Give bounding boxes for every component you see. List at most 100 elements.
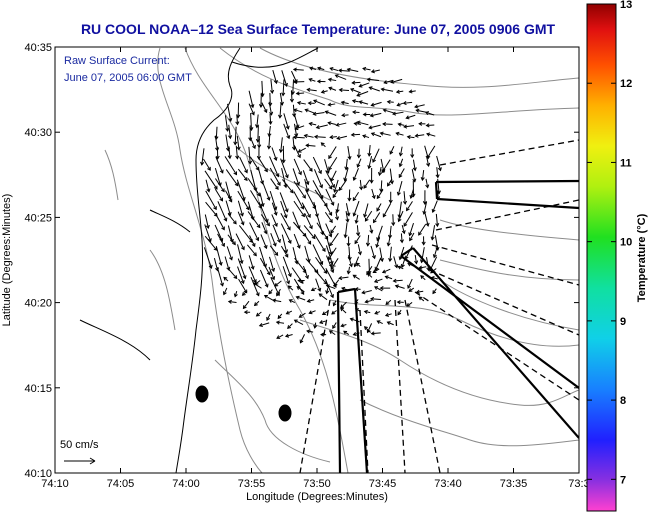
current-vector-head [346, 242, 351, 247]
current-vector [296, 286, 305, 293]
current-vector-head [284, 249, 289, 254]
current-vector [276, 288, 281, 296]
current-vector-head [395, 89, 400, 94]
current-vector-head [296, 286, 301, 290]
current-vector [293, 145, 301, 158]
current-vector-head [255, 292, 260, 297]
current-vector-head [243, 177, 248, 182]
current-vector [292, 79, 295, 95]
current-vector [352, 111, 360, 114]
current-vector-head [409, 194, 414, 200]
current-vector [237, 168, 248, 181]
current-vector-head [376, 195, 381, 200]
current-vector [382, 123, 393, 125]
current-vector-head [363, 213, 368, 218]
current-vector [215, 126, 218, 140]
current-vector-head [232, 220, 237, 225]
current-vector-head [331, 184, 335, 189]
current-vector [362, 135, 370, 139]
current-vector [425, 111, 435, 116]
current-vector-head [330, 177, 335, 182]
current-vector [389, 146, 395, 155]
current-vector [371, 132, 382, 138]
current-vector-head [285, 125, 290, 130]
current-vector-head [362, 66, 367, 71]
current-vector-head [327, 102, 332, 107]
current-vector [313, 99, 325, 106]
current-vector-head [327, 121, 332, 126]
current-vector [286, 310, 293, 315]
current-vector-head [215, 155, 220, 160]
current-vector [280, 137, 283, 153]
current-vector [354, 256, 360, 267]
current-vector [259, 192, 264, 207]
current-vector-head [400, 263, 405, 269]
current-vector [288, 285, 294, 291]
current-vector [352, 100, 359, 103]
current-vector [393, 256, 398, 268]
current-vector [369, 224, 373, 233]
current-vector [338, 179, 347, 191]
current-vector [303, 225, 316, 239]
current-vector-head [344, 166, 349, 171]
current-vector [369, 86, 380, 92]
current-vector-head [273, 222, 278, 228]
current-vector-head [277, 238, 281, 244]
current-vector [384, 79, 394, 84]
current-vector-head [371, 195, 376, 200]
current-vector [261, 102, 268, 113]
current-vector [227, 234, 236, 245]
current-vector-head [397, 122, 402, 127]
current-vector [409, 222, 414, 236]
current-vector-head [354, 287, 359, 292]
current-vector-head [235, 155, 240, 160]
current-vector [365, 299, 373, 303]
current-vector-head [206, 188, 211, 193]
current-vector-head [247, 160, 253, 165]
x-tick-label: 73:40 [434, 478, 462, 490]
current-vector [336, 203, 339, 213]
current-vector-head [234, 182, 239, 187]
current-vector-head [306, 329, 311, 334]
current-vector-head [283, 214, 288, 219]
current-vector-head [315, 125, 320, 130]
current-vector [387, 178, 393, 187]
current-vector-head [299, 339, 304, 344]
current-vector-head [233, 141, 238, 146]
scale-arrow [64, 457, 96, 465]
current-vector-head [328, 263, 334, 268]
current-vector-head [317, 66, 322, 71]
current-vector-head [308, 310, 313, 315]
current-vector [337, 135, 348, 140]
current-vector [248, 90, 254, 108]
current-vector-head [352, 197, 357, 202]
current-vector [426, 156, 430, 167]
current-vector [303, 159, 313, 172]
current-vector [237, 200, 244, 216]
current-vector [253, 282, 262, 289]
current-vector-head [276, 181, 281, 186]
current-vector-head [260, 202, 265, 208]
current-vector [272, 69, 278, 84]
current-vector-head [255, 312, 260, 317]
current-vector [406, 302, 413, 307]
y-tick-label: 40:25 [24, 212, 52, 224]
current-vector [353, 168, 359, 181]
current-vector [345, 203, 350, 216]
current-vector-head [227, 211, 232, 217]
current-vector [409, 90, 416, 93]
current-vector [325, 170, 335, 188]
current-vector [399, 246, 405, 260]
current-vector [292, 168, 300, 186]
current-vector [213, 257, 219, 271]
current-vector [324, 211, 333, 223]
current-vector [436, 167, 439, 178]
current-vector-head [267, 133, 272, 138]
current-vector [217, 201, 227, 222]
current-vector-head [319, 320, 324, 325]
current-vector-head [408, 89, 413, 94]
current-vector [375, 257, 382, 271]
current-vector [398, 210, 404, 222]
current-vector [248, 146, 251, 164]
current-vector [203, 247, 212, 269]
